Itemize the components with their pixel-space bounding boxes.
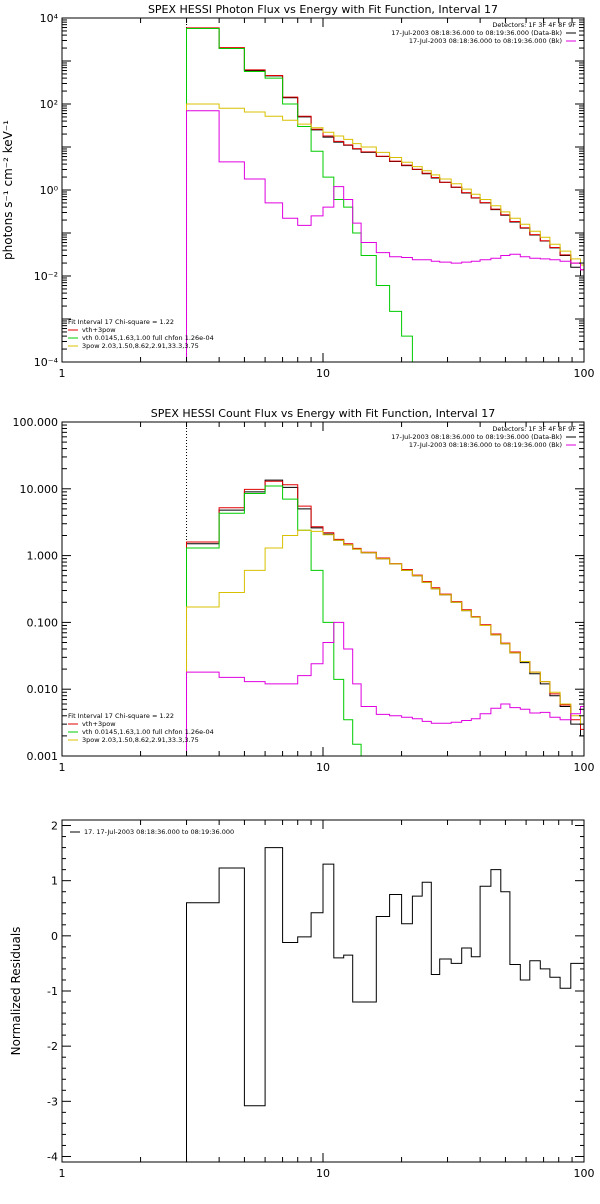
legend-header-text: 17-Jul-2003 08:18:36.000 to 08:19:36.000… — [409, 37, 562, 45]
fit-legend-entry: 3pow 2.03,1.50,8.62,2.91,33.3,3.75 — [82, 736, 199, 744]
fit-legend-entry: vth 0.0145,1.63,1.00 full chfon 1.26e-04 — [82, 334, 214, 342]
legend-header-text: 17-Jul-2003 08:18:36.000 to 08:19:36.000… — [409, 441, 562, 449]
chart-panel-2: SPEX HESSI Count Flux vs Energy with Fit… — [13, 407, 595, 774]
y-tick-label: 1.000 — [27, 550, 59, 563]
y-tick-label: 0.001 — [27, 750, 59, 763]
y-tick-label: 0.100 — [27, 616, 59, 629]
y-tick-label: 100.000 — [13, 416, 59, 429]
y-tick-label: -2 — [47, 1040, 58, 1053]
series-group — [186, 479, 584, 756]
x-tick-label: 10 — [316, 367, 330, 380]
legend-header-text: 17-Jul-2003 08:18:36.000 to 08:19:36.000… — [391, 29, 562, 37]
legend-header-text: Detectors: 1F 3F 4F 8F 9F — [492, 21, 576, 29]
y-tick-label: 10⁴ — [40, 12, 59, 25]
y-tick-label: 0.010 — [27, 683, 59, 696]
series-line-4 — [186, 529, 584, 756]
x-tick-label: 100 — [574, 1167, 595, 1180]
y-tick-label: 10.000 — [20, 483, 59, 496]
fit-legend-entry: vth 0.0145,1.63,1.00 full chfon 1.26e-04 — [82, 728, 214, 736]
series-group — [186, 847, 584, 1162]
chart-panel-1: SPEX HESSI Photon Flux vs Energy with Fi… — [1, 3, 595, 380]
fit-legend-entry: vth+3pow — [82, 720, 116, 728]
x-tick-label: 100 — [574, 367, 595, 380]
y-tick-label: 10⁰ — [40, 184, 59, 197]
x-tick-label: 100 — [574, 761, 595, 774]
chart-title: SPEX HESSI Count Flux vs Energy with Fit… — [151, 407, 495, 420]
legend-header-text: 17-Jul-2003 08:18:36.000 to 08:19:36.000… — [391, 433, 562, 441]
y-tick-label: -3 — [47, 1095, 58, 1108]
y-tick-label: 0 — [51, 930, 58, 943]
plot-frame — [61, 17, 585, 363]
series-line-4 — [186, 103, 584, 362]
fit-legend-title: Fit Interval 17 Chi-square = 1.22 — [68, 318, 174, 326]
chart-panel-3: 1 10 100 -4 -3 -2 -1 0 1 2 Normalized Residuals 17.… — [9, 819, 595, 1180]
legend-entry: 17. 17-Jul-2003 08:18:36.000 to 08:19:36… — [84, 828, 234, 836]
series-line-1 — [186, 847, 584, 1162]
series-line-3 — [186, 485, 362, 756]
x-tick-label: 1 — [59, 367, 66, 380]
fit-legend-entry: 3pow 2.03,1.50,8.62,2.91,33.3,3.75 — [82, 342, 199, 350]
y-tick-label: 2 — [51, 820, 58, 833]
chart-title: SPEX HESSI Photon Flux vs Energy with Fi… — [148, 3, 498, 16]
series-group — [186, 27, 584, 362]
y-axis-label: Normalized Residuals — [9, 927, 23, 1056]
y-tick-label: -4 — [47, 1150, 58, 1163]
x-tick-label: 10 — [316, 1167, 330, 1180]
fit-legend-entry: vth+3pow — [82, 326, 116, 334]
series-line-1 — [186, 27, 584, 362]
y-tick-label: 10² — [40, 98, 58, 111]
x-tick-label: 10 — [316, 761, 330, 774]
y-tick-label: -1 — [47, 985, 58, 998]
x-tick-label: 1 — [59, 761, 66, 774]
series-line-3 — [186, 28, 413, 362]
fit-legend-title: Fit Interval 17 Chi-square = 1.22 — [68, 712, 174, 720]
series-line-2 — [186, 27, 584, 362]
y-tick-label: 10⁻² — [34, 270, 58, 283]
legend-header-text: Detectors: 1F 3F 4F 8F 9F — [492, 425, 576, 433]
series-line-5 — [186, 110, 584, 362]
y-tick-label: 10⁻⁴ — [34, 356, 59, 369]
series-line-2 — [186, 480, 584, 756]
y-axis-label: photons s⁻¹ cm⁻² keV⁻¹ — [1, 120, 15, 260]
x-tick-label: 1 — [59, 1167, 66, 1180]
series-line-1 — [186, 479, 584, 756]
y-tick-label: 1 — [51, 875, 58, 888]
series-line-5 — [186, 621, 584, 756]
